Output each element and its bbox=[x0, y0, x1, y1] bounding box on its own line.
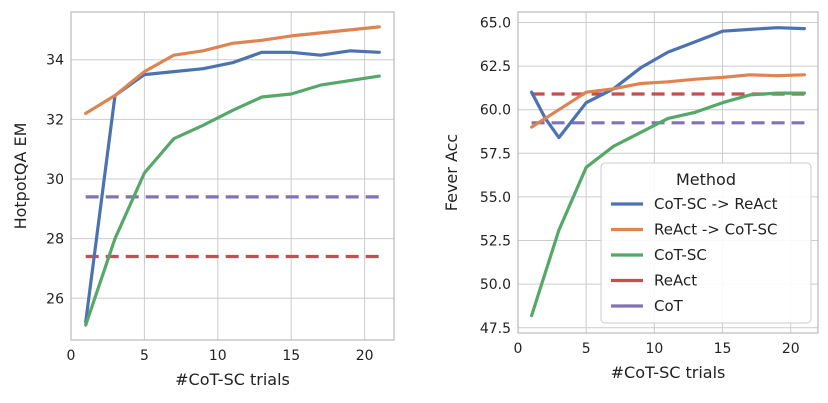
legend: Method CoT-SC -> ReAct ReAct -> CoT-SC CoT-… bbox=[600, 162, 812, 324]
y-tick-label: 26 bbox=[46, 291, 64, 307]
chart-2: 0 5 10 15 20 47.5 50.0 52.5 55.0 57.5 60.0 62.5 65.0… bbox=[442, 11, 819, 382]
y-tick-label: 57.5 bbox=[480, 146, 511, 162]
x-axis-label: #CoT-SC trials bbox=[611, 363, 726, 382]
y-tick-label: 65.0 bbox=[480, 15, 511, 31]
legend-label-cot-sc-react: CoT-SC -> ReAct bbox=[654, 195, 778, 213]
x-tick-label: 15 bbox=[282, 348, 300, 364]
x-tick-label: 0 bbox=[67, 348, 76, 364]
x-tick-label: 15 bbox=[714, 341, 732, 357]
series-line-react-cot-sc bbox=[84, 25, 381, 116]
legend-box bbox=[600, 162, 812, 324]
legend-label-cot-sc: CoT-SC bbox=[654, 246, 707, 264]
y-axis-label: Fever Acc bbox=[442, 134, 461, 211]
y-tick-label: 50.0 bbox=[480, 277, 511, 293]
x-tick-label: 5 bbox=[140, 348, 149, 364]
series-line-cot-sc bbox=[529, 91, 807, 318]
y-tick-label: 47.5 bbox=[480, 321, 511, 337]
y-tick-label: 60.0 bbox=[480, 103, 511, 119]
y-tick-label: 32 bbox=[46, 112, 64, 128]
y-tick-label: 28 bbox=[46, 232, 64, 248]
legend-label-cot: CoT bbox=[654, 297, 684, 315]
y-tick-label: 52.5 bbox=[480, 234, 511, 250]
y-tick-label: 30 bbox=[46, 172, 64, 188]
y-tick-label: 55.0 bbox=[480, 190, 511, 206]
chart-1: 0 5 10 15 20 26 28 30 32 34 #CoT-SC trials HotpotQA… bbox=[11, 11, 395, 389]
x-tick-label: 5 bbox=[582, 341, 591, 357]
x-axis-label: #CoT-SC trials bbox=[175, 370, 290, 389]
legend-title: Method bbox=[676, 170, 736, 189]
plot-frame bbox=[517, 11, 819, 334]
y-tick-label: 34 bbox=[46, 53, 64, 69]
y-tick-label: 62.5 bbox=[480, 59, 511, 75]
x-tick-label: 20 bbox=[782, 341, 800, 357]
plot-area bbox=[71, 12, 394, 340]
plot-frame bbox=[70, 11, 395, 341]
x-tick-label: 10 bbox=[645, 341, 663, 357]
legend-label-react-cot-sc: ReAct -> CoT-SC bbox=[654, 221, 777, 239]
x-tick-label: 0 bbox=[514, 341, 523, 357]
series-line-cot-sc bbox=[84, 74, 381, 327]
legend-label-react: ReAct bbox=[654, 272, 697, 290]
x-tick-label: 10 bbox=[209, 348, 227, 364]
y-axis-label: HotpotQA EM bbox=[11, 123, 30, 230]
x-tick-label: 20 bbox=[356, 348, 374, 364]
series-line-cot-sc-react bbox=[529, 26, 807, 140]
series-line-react-cot-sc bbox=[529, 73, 807, 129]
